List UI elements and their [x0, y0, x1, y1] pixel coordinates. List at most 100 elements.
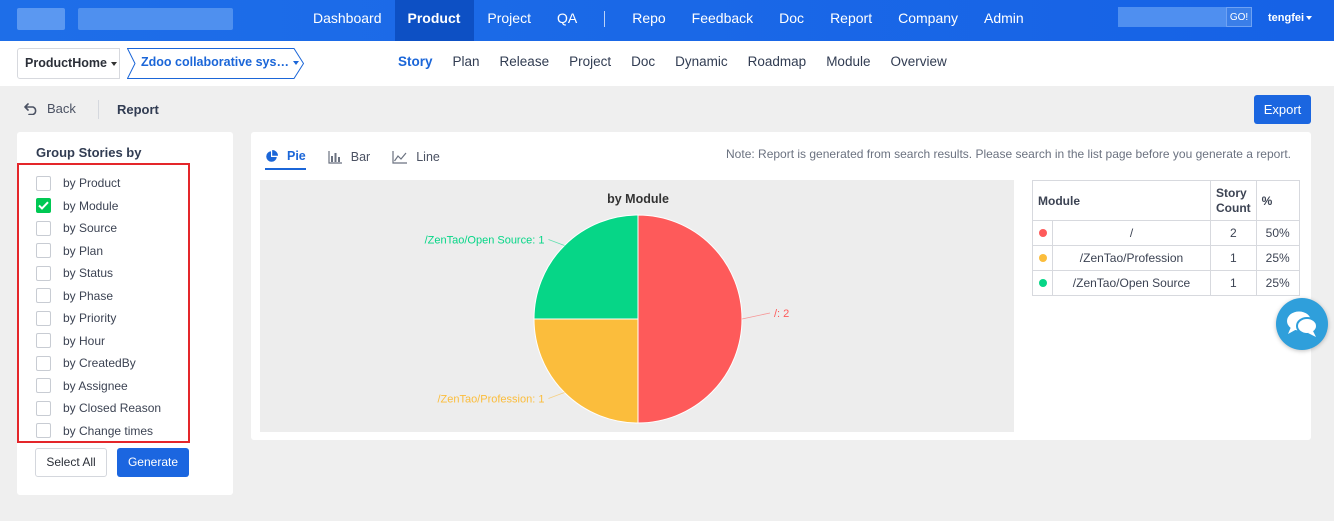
- subnav-project[interactable]: Project: [569, 54, 612, 69]
- count-cell: 2: [1210, 220, 1257, 246]
- checkbox[interactable]: [36, 400, 51, 416]
- search-go-button[interactable]: GO!: [1226, 7, 1252, 27]
- caret-down-icon: [292, 60, 299, 65]
- group-option-label: by Phase: [63, 288, 114, 303]
- group-option[interactable]: by Product: [36, 172, 161, 195]
- nav-divider: [604, 11, 606, 27]
- group-option[interactable]: by Priority: [36, 307, 161, 330]
- checkbox[interactable]: [36, 288, 51, 304]
- group-option[interactable]: by Phase: [36, 285, 161, 308]
- tab-pie-label: Pie: [287, 149, 306, 163]
- pie-chart-icon: [266, 149, 278, 162]
- back-label: Back: [47, 101, 76, 116]
- company-logo[interactable]: [17, 8, 65, 30]
- subnav-plan[interactable]: Plan: [452, 54, 480, 69]
- caret-down-icon: [110, 61, 117, 66]
- group-option-label: by Priority: [63, 311, 117, 326]
- product-subnav: Story Plan Release Project Doc Dynamic R…: [388, 41, 957, 86]
- checkbox[interactable]: [36, 423, 51, 439]
- chat-support-button[interactable]: [1276, 298, 1328, 350]
- checkbox[interactable]: [36, 175, 51, 191]
- checkbox[interactable]: [36, 243, 51, 259]
- user-name: tengfei: [1268, 12, 1305, 24]
- nav-admin[interactable]: Admin: [984, 10, 1024, 26]
- percent-cell: 50%: [1255, 220, 1300, 246]
- checkbox[interactable]: [36, 355, 51, 371]
- group-by-panel: Group Stories by by Product by Module by S…: [17, 132, 233, 495]
- global-search-input[interactable]: [1118, 7, 1226, 27]
- tab-line-label: Line: [416, 150, 440, 164]
- pie-slice[interactable]: [533, 214, 639, 320]
- highlight-box: [17, 163, 190, 443]
- checkbox-checked[interactable]: [36, 198, 51, 214]
- subnav-dynamic[interactable]: Dynamic: [675, 54, 728, 69]
- legend-dot-cell: [1032, 270, 1053, 296]
- nav-dashboard[interactable]: Dashboard: [313, 10, 382, 26]
- subnav-doc[interactable]: Doc: [631, 54, 656, 69]
- nav-project[interactable]: Project: [487, 10, 531, 26]
- group-option-label: by Assignee: [63, 378, 128, 393]
- chat-bubble-icon: [1287, 311, 1318, 337]
- pie-slice[interactable]: [533, 318, 639, 424]
- caret-down-icon: [1306, 16, 1313, 21]
- group-by-title: Group Stories by: [36, 145, 142, 160]
- nav-qa[interactable]: QA: [556, 10, 578, 26]
- group-option-label: by Hour: [63, 333, 106, 348]
- subnav-story[interactable]: Story: [398, 54, 433, 69]
- group-option[interactable]: by Change times: [36, 420, 161, 443]
- select-all-button[interactable]: Select All: [35, 448, 107, 477]
- group-option[interactable]: by Assignee: [36, 375, 161, 398]
- subnav-module[interactable]: Module: [826, 54, 871, 69]
- table-row: /ZenTao/Open Source 1 25%: [1032, 270, 1300, 296]
- group-option[interactable]: by CreatedBy: [36, 352, 161, 375]
- nav-company[interactable]: Company: [898, 10, 959, 26]
- col-header-story-count: Story Count: [1210, 180, 1257, 221]
- checkbox[interactable]: [36, 333, 51, 349]
- user-menu[interactable]: tengfei: [1268, 12, 1313, 24]
- pie-slice[interactable]: [637, 214, 743, 424]
- slice-label-line: [741, 312, 771, 320]
- group-option[interactable]: by Hour: [36, 330, 161, 353]
- group-by-options: by Product by Module by Source by Plan by St…: [36, 172, 161, 442]
- product-selector-dropdown[interactable]: Zdoo collaborative sys…: [127, 48, 305, 79]
- page-title: Report: [117, 102, 159, 117]
- group-option[interactable]: by Source: [36, 217, 161, 240]
- col-header-module: Module: [1032, 180, 1211, 221]
- company-name[interactable]: [78, 8, 233, 30]
- back-button[interactable]: Back: [24, 101, 76, 116]
- slice-label-line: [548, 392, 565, 399]
- module-cell: /: [1052, 220, 1211, 246]
- group-option[interactable]: by Status: [36, 262, 161, 285]
- checkbox[interactable]: [36, 265, 51, 281]
- tab-line[interactable]: Line: [392, 146, 440, 168]
- count-cell: 1: [1210, 245, 1257, 271]
- export-button[interactable]: Export: [1254, 95, 1311, 124]
- subnav-release[interactable]: Release: [499, 54, 550, 69]
- nav-feedback[interactable]: Feedback: [691, 10, 754, 26]
- subnav-roadmap[interactable]: Roadmap: [747, 54, 807, 69]
- nav-report[interactable]: Report: [830, 10, 873, 26]
- legend-dot: [1038, 254, 1047, 262]
- nav-repo[interactable]: Repo: [632, 10, 666, 26]
- group-option[interactable]: by Plan: [36, 240, 161, 263]
- main-nav: Dashboard Product Project QA Repo Feedba…: [300, 0, 1037, 41]
- checkbox[interactable]: [36, 220, 51, 236]
- product-home-dropdown[interactable]: ProductHome: [17, 48, 120, 79]
- report-panel: Pie Bar Line Note: Report is generated f…: [251, 132, 1311, 440]
- checkbox[interactable]: [36, 378, 51, 394]
- group-option-label: by CreatedBy: [63, 356, 136, 371]
- module-data-table: Module Story Count % /2 50%/ZenTao/Profes…: [1032, 180, 1300, 296]
- tab-pie[interactable]: Pie: [265, 146, 306, 170]
- slice-label-line: [548, 239, 565, 246]
- generate-button[interactable]: Generate: [117, 448, 189, 477]
- subnav-overview[interactable]: Overview: [890, 54, 947, 69]
- checkbox[interactable]: [36, 310, 51, 326]
- group-option[interactable]: by Module: [36, 195, 161, 218]
- slice-label: /ZenTao/Open Source: 1: [425, 234, 545, 246]
- top-navbar: Dashboard Product Project QA Repo Feedba…: [0, 0, 1334, 41]
- nav-product[interactable]: Product: [394, 0, 475, 41]
- nav-doc[interactable]: Doc: [779, 10, 805, 26]
- tab-bar[interactable]: Bar: [328, 146, 370, 168]
- legend-dot: [1038, 279, 1047, 287]
- group-option[interactable]: by Closed Reason: [36, 397, 161, 420]
